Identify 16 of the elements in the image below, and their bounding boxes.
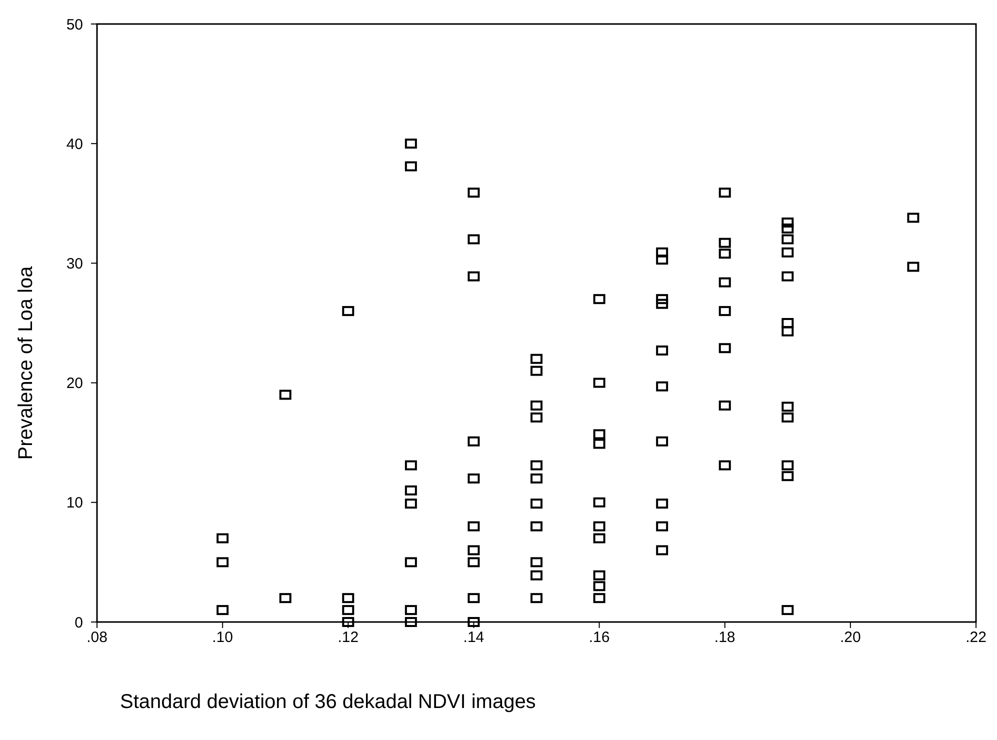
x-tick-label: .14 — [463, 629, 484, 646]
x-axis-title: Standard deviation of 36 dekadal NDVI images — [120, 691, 536, 713]
x-tick-label: .12 — [338, 629, 359, 646]
y-tick-label: 0 — [74, 614, 83, 632]
y-tick-label: 50 — [66, 16, 83, 34]
x-tick-label: .10 — [212, 629, 233, 646]
x-tick-label: .08 — [86, 629, 108, 646]
y-tick-label: 10 — [66, 494, 83, 512]
y-axis-title: Prevalence of Loa loa — [15, 265, 37, 460]
x-tick-label: .18 — [714, 629, 736, 646]
y-tick-label: 30 — [66, 255, 83, 272]
x-tick-label: .16 — [588, 629, 610, 646]
x-tick-label: .22 — [966, 629, 986, 646]
y-tick-label: 40 — [66, 136, 83, 153]
x-tick-label: .20 — [840, 629, 861, 646]
y-tick-label: 20 — [66, 375, 83, 392]
